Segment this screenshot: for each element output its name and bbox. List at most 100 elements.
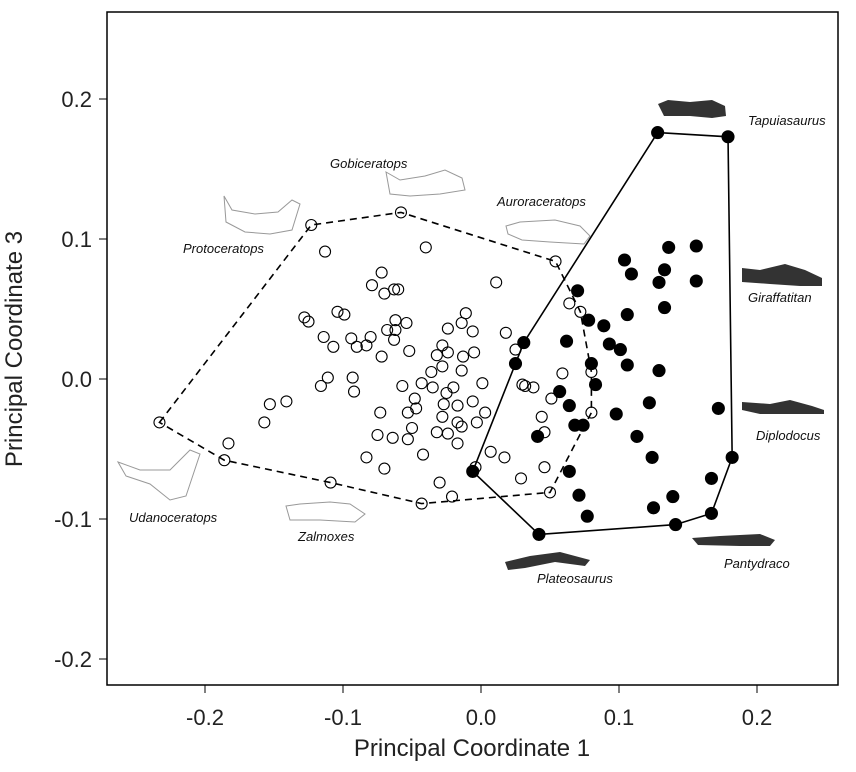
x-tick-label: 0.1 (604, 705, 635, 730)
open-point (401, 433, 414, 446)
species-label: Pantydraco (724, 556, 790, 571)
filled-point (571, 284, 585, 298)
open-point (514, 472, 528, 485)
open-point (394, 206, 408, 219)
filled-point (711, 401, 725, 415)
filled-point (689, 274, 703, 288)
filled-point (576, 418, 590, 432)
y-tick-label: -0.1 (54, 507, 92, 532)
filled-point (689, 239, 703, 253)
open-point (451, 399, 464, 412)
x-tick-label: -0.2 (186, 705, 224, 730)
open-point (346, 371, 359, 384)
filled-point (620, 358, 634, 372)
open-point (415, 377, 428, 390)
filled-point (657, 301, 672, 315)
filled-point (582, 313, 596, 327)
open-point (319, 245, 332, 258)
open-point (327, 340, 340, 353)
open-point (410, 402, 423, 415)
open-point (425, 365, 438, 379)
open-point (451, 416, 464, 429)
plot-frame (106, 11, 839, 686)
filled-point (669, 518, 683, 532)
open-point (479, 406, 492, 419)
y-tick-label: 0.2 (61, 87, 92, 112)
species-label: Udanoceratops (129, 510, 218, 525)
jaw-silhouette-icon (385, 169, 466, 197)
open-point (543, 486, 557, 499)
open-point (440, 386, 453, 400)
open-point (345, 332, 358, 345)
open-point (476, 377, 489, 390)
open-point (451, 437, 464, 450)
filled-point (560, 334, 574, 348)
open-point (388, 333, 401, 346)
open-point (389, 314, 402, 327)
species-label: Diplodocus (756, 428, 821, 443)
open-point (498, 451, 511, 464)
filled-point (597, 319, 611, 333)
open-point (400, 316, 413, 330)
open-point (470, 416, 483, 429)
open-point (375, 266, 388, 279)
filled-point (602, 337, 616, 351)
open-point (441, 322, 454, 335)
open-point (403, 344, 416, 358)
species-label: Gobiceratops (330, 156, 408, 171)
open-point (338, 308, 351, 321)
open-point (415, 497, 428, 510)
filled-point (531, 429, 545, 443)
open-point (408, 392, 421, 405)
species-label: Tapuiasaurus (748, 113, 826, 128)
open-point (374, 406, 387, 419)
open-point (484, 445, 497, 458)
y-axis-title: Principal Coordinate 3 (1, 231, 28, 467)
open-point (499, 326, 512, 339)
x-axis-title: Principal Coordinate 1 (354, 735, 590, 762)
open-point (350, 340, 363, 353)
open-point (466, 395, 479, 408)
filled-point (580, 509, 594, 523)
open-point (314, 379, 327, 393)
open-hull (158, 211, 593, 505)
open-point (545, 392, 558, 405)
open-point (437, 398, 450, 411)
open-point (305, 218, 318, 232)
open-point (416, 448, 430, 461)
filled-point (704, 506, 719, 520)
species-label: Plateosaurus (537, 571, 613, 586)
open-point (441, 427, 454, 440)
open-point (441, 346, 454, 359)
filled-point (572, 488, 586, 502)
open-point (436, 410, 449, 423)
filled-point (553, 385, 567, 399)
open-point (433, 476, 446, 489)
filled-point (666, 490, 680, 504)
open-point (392, 283, 405, 296)
open-point (516, 378, 529, 391)
open-point (535, 410, 548, 423)
filled-point (662, 240, 676, 254)
filled-point (630, 429, 644, 443)
open-point (321, 371, 334, 384)
open-point (371, 428, 384, 442)
open-point (556, 367, 569, 380)
filled-point (609, 407, 623, 421)
filled-point (642, 396, 656, 410)
open-point (455, 364, 468, 377)
filled-point (613, 343, 627, 357)
open-point (490, 276, 503, 289)
open-point (401, 406, 414, 419)
filled-point (652, 275, 666, 289)
open-point (360, 451, 373, 464)
jaw-silhouette-icon (658, 100, 726, 118)
open-point (347, 385, 361, 398)
open-point (538, 461, 551, 474)
open-point (386, 431, 399, 444)
jaw-silhouette-icon (742, 400, 824, 414)
jaw-silhouette-icon (285, 501, 366, 523)
open-point (218, 454, 231, 467)
filled-point (532, 527, 546, 541)
